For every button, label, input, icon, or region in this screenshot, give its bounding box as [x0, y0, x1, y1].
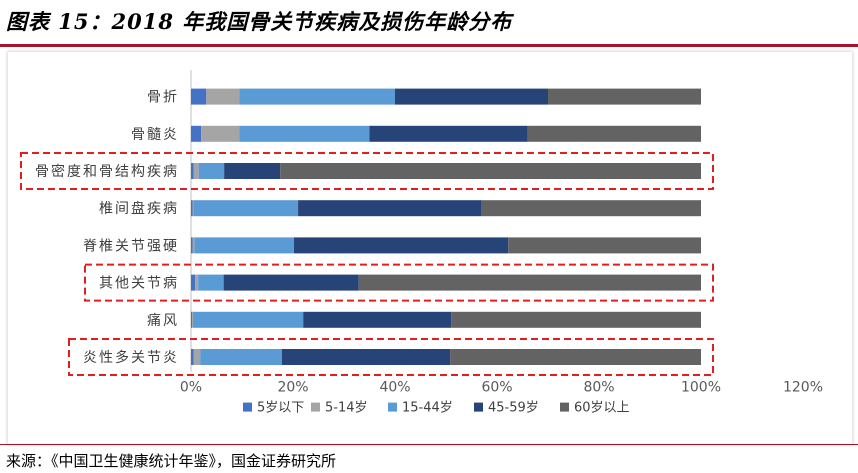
legend-label: 5岁以下 [257, 401, 304, 416]
bar-segment [198, 163, 225, 179]
bar-segment [193, 163, 199, 179]
bar-segment [527, 125, 701, 142]
bar-segment [191, 237, 193, 254]
bar-segment [191, 311, 193, 328]
bar-segment [192, 237, 195, 254]
category-label: 骨密度和骨结构疾病 [35, 163, 179, 180]
bar-segment [194, 237, 295, 254]
stacked-bar-chart: 0% 20% 40% 60% 80% 100% 120% 骨折骨髓炎骨密度和骨结构疾病椎间盘疾… [20, 70, 823, 416]
source-divider [0, 444, 858, 445]
bar-segment [481, 200, 701, 217]
bar-segment [200, 349, 282, 365]
bar-segment [191, 349, 194, 365]
highlight-box [20, 152, 714, 190]
category-label: 其他关节病 [99, 276, 179, 292]
x-tick-label: 0% [180, 380, 202, 396]
bar-segment [191, 88, 207, 105]
bar-segment [548, 88, 701, 105]
legend-label: 15-44岁 [402, 401, 453, 416]
bar-segment [191, 200, 193, 217]
bar-segment [191, 125, 202, 142]
bar-segment [303, 311, 452, 328]
bar-segment [239, 125, 370, 142]
bar-segment [198, 274, 224, 291]
title-divider [0, 44, 858, 47]
bar-segment [192, 200, 194, 217]
bar-segment [294, 237, 509, 254]
category-label: 炎性多关节炎 [83, 349, 179, 366]
category-label: 骨折 [147, 90, 179, 106]
figure-source: 来源：《中国卫生健康统计年鉴》，国金证券研究所 [6, 452, 337, 470]
category-label: 骨髓炎 [131, 127, 179, 143]
bar-segment [451, 311, 701, 328]
bar-segment [192, 311, 194, 328]
legend-swatch [243, 402, 252, 412]
x-tick-label: 20% [277, 380, 308, 396]
x-tick-label: 80% [583, 380, 614, 396]
chart-area: 0% 20% 40% 60% 80% 100% 120% 骨折骨髓炎骨密度和骨结构疾病椎间盘疾… [8, 52, 852, 444]
legend-swatch [474, 402, 483, 412]
bar-segment [193, 200, 299, 217]
bar-segment [369, 125, 528, 142]
bar-segment [191, 274, 196, 291]
bar-segment [280, 163, 701, 179]
legend-label: 60岁以上 [574, 401, 630, 416]
bar-segment [191, 163, 194, 179]
legend-label: 45-59岁 [488, 401, 539, 416]
bar-segment [193, 311, 304, 328]
highlight-box [84, 263, 714, 302]
category-label: 椎间盘疾病 [99, 200, 179, 217]
legend-swatch [388, 402, 397, 412]
category-label: 痛风 [147, 312, 179, 329]
highlight-box [68, 338, 714, 376]
x-tick-label: 60% [481, 380, 512, 396]
x-tick-label: 100% [681, 380, 721, 396]
bar-segment [195, 274, 199, 291]
bar-segment [395, 88, 548, 105]
figure-title: 图表 15：2018 年我国骨关节疾病及损伤年龄分布 [6, 9, 513, 34]
bar-segment [224, 163, 281, 179]
bar-segment [201, 125, 240, 142]
legend-swatch [560, 402, 569, 412]
category-label: 脊椎关节强硬 [83, 238, 179, 254]
bar-segment [223, 274, 359, 291]
bar-segment [206, 88, 240, 105]
bar-segment [298, 200, 482, 217]
x-tick-label: 120% [783, 380, 823, 396]
legend-swatch [311, 402, 320, 412]
bar-segment [193, 349, 201, 365]
bar-segment [508, 237, 701, 254]
bar-segment [450, 349, 701, 365]
x-tick-label: 40% [379, 380, 410, 396]
bar-segment [239, 88, 395, 105]
bar-segment [281, 349, 451, 365]
legend-label: 5-14岁 [325, 401, 368, 416]
bar-segment [358, 274, 701, 291]
